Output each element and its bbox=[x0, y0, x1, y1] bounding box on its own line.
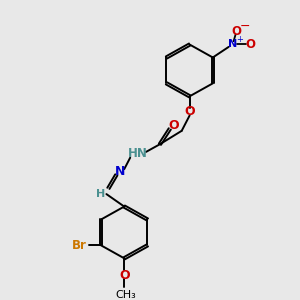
Text: O: O bbox=[119, 269, 130, 282]
Text: O: O bbox=[245, 38, 255, 50]
Text: O: O bbox=[232, 25, 242, 38]
Text: Br: Br bbox=[72, 239, 87, 252]
Text: H: H bbox=[96, 189, 105, 199]
Text: N: N bbox=[228, 39, 237, 49]
Text: +: + bbox=[236, 35, 243, 44]
Text: O: O bbox=[184, 105, 195, 118]
Text: O: O bbox=[169, 118, 179, 132]
Text: CH₃: CH₃ bbox=[116, 290, 136, 300]
Text: N: N bbox=[115, 165, 125, 178]
Text: HN: HN bbox=[128, 147, 148, 160]
Text: −: − bbox=[239, 20, 250, 33]
